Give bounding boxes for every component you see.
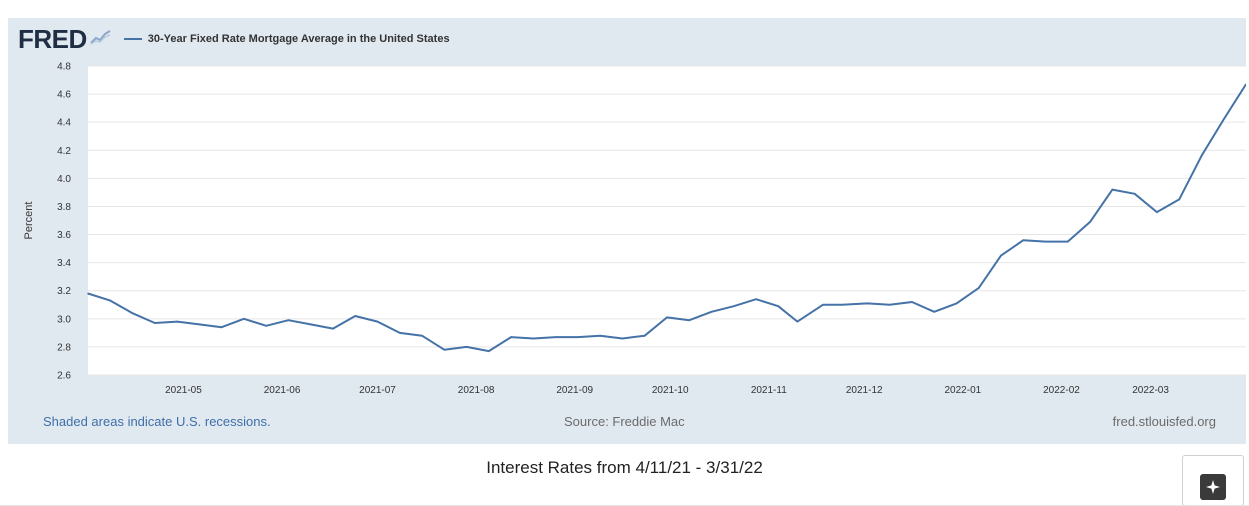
recessions-note: Shaded areas indicate U.S. recessions. — [43, 414, 271, 429]
data-point — [577, 336, 579, 338]
x-tick-label: 2021-11 — [751, 385, 787, 396]
x-tick-label: 2022-03 — [1132, 385, 1169, 396]
data-point — [131, 312, 134, 315]
data-point — [198, 323, 201, 326]
x-tick-label: 2021-05 — [165, 385, 202, 396]
data-point — [643, 334, 646, 337]
sparkle-icon — [1200, 474, 1226, 500]
data-point — [465, 346, 468, 348]
data-point — [532, 337, 535, 340]
data-point — [796, 320, 799, 323]
data-point — [1111, 188, 1114, 191]
source-note: Source: Freddie Mac — [564, 414, 685, 429]
chart-header: FRED 30-Year Fixed Rate Mortgage Average… — [18, 24, 450, 54]
data-point — [1222, 118, 1225, 121]
y-tick-label: 2.6 — [57, 371, 71, 382]
data-point — [220, 326, 223, 329]
data-point — [243, 318, 245, 320]
legend-label: 30-Year Fixed Rate Mortgage Average in t… — [147, 33, 450, 45]
fred-site-link[interactable]: fred.stlouisfed.org — [1112, 414, 1216, 429]
data-point — [1067, 240, 1069, 243]
data-point — [376, 320, 379, 323]
data-point — [955, 302, 958, 305]
x-tick-label: 2021-06 — [264, 385, 301, 396]
data-points — [87, 83, 1246, 352]
data-point — [1044, 240, 1047, 243]
data-point — [688, 319, 691, 322]
y-tick-label: 4.4 — [57, 118, 71, 129]
y-tick-label: 3.4 — [57, 258, 71, 269]
data-point — [1178, 198, 1180, 201]
y-tick-label: 4.2 — [57, 146, 71, 157]
data-point — [666, 316, 668, 319]
plot-area — [88, 66, 1246, 375]
data-point — [443, 348, 446, 351]
data-point — [841, 304, 843, 306]
data-point — [421, 334, 423, 337]
data-point — [822, 304, 824, 306]
x-tick-labels: 2021-05 2021-06 2021-07 2021-08 2021-09 2021-… — [165, 385, 1169, 396]
x-tick-label: 2021-08 — [458, 385, 495, 396]
data-point — [488, 350, 490, 352]
data-point — [866, 302, 869, 305]
data-point — [710, 311, 713, 313]
data-point — [621, 337, 624, 340]
data-point — [554, 336, 557, 338]
x-tick-label: 2022-01 — [945, 385, 982, 396]
data-point — [733, 305, 735, 308]
y-axis-label: Percent — [23, 202, 35, 240]
y-tick-label: 4.6 — [57, 90, 71, 101]
data-point — [1133, 193, 1136, 195]
data-point — [176, 320, 178, 323]
gridlines — [88, 65, 1246, 376]
y-tick-label: 3.6 — [57, 230, 71, 241]
data-point — [599, 334, 601, 337]
x-tick-label: 2021-07 — [359, 385, 396, 396]
data-point — [755, 298, 757, 301]
data-point — [87, 292, 89, 295]
data-point — [777, 305, 780, 308]
data-point — [978, 287, 980, 289]
data-point — [265, 325, 268, 327]
data-point — [1200, 155, 1203, 157]
data-point — [1022, 239, 1025, 241]
data-point — [309, 323, 312, 326]
data-point — [1245, 83, 1246, 86]
data-point — [154, 322, 156, 324]
y-tick-label: 3.0 — [57, 314, 71, 325]
data-point — [933, 311, 935, 313]
data-point — [510, 336, 512, 338]
legend-swatch — [123, 38, 142, 40]
data-point — [911, 301, 913, 303]
data-point — [1000, 254, 1002, 257]
x-tick-label: 2021-10 — [652, 385, 689, 396]
data-point — [399, 332, 401, 334]
y-tick-label: 4.8 — [57, 62, 71, 73]
data-point — [287, 319, 290, 322]
y-tick-label: 2.8 — [57, 342, 71, 353]
x-tick-label: 2022-02 — [1043, 385, 1080, 396]
image-caption: Interest Rates from 4/11/21 - 3/31/22 — [486, 458, 763, 477]
data-point — [354, 315, 357, 317]
x-tick-label: 2021-12 — [846, 385, 883, 396]
data-point — [332, 327, 334, 330]
line-chart: 2.6 2.8 3.0 3.2 3.4 3.6 3.8 4.0 4.2 4.4 4.6 4.8 202… — [23, 62, 1246, 396]
y-tick-labels: 2.6 2.8 3.0 3.2 3.4 3.6 3.8 4.0 4.2 4.4 4.6 4.8 — [57, 62, 71, 382]
y-tick-label: 3.8 — [57, 202, 71, 213]
fred-graph-icon — [90, 29, 112, 50]
fred-logo[interactable]: FRED — [18, 24, 87, 54]
fred-chart-panel: FRED 30-Year Fixed Rate Mortgage Average… — [8, 18, 1246, 444]
data-point — [888, 304, 891, 306]
data-point — [1089, 221, 1091, 223]
ai-assist-button[interactable] — [1182, 455, 1244, 506]
data-point — [109, 299, 112, 302]
x-tick-label: 2021-09 — [556, 385, 593, 396]
data-point — [1156, 211, 1158, 213]
y-tick-label: 3.2 — [57, 286, 71, 297]
y-tick-label: 4.0 — [57, 174, 71, 185]
